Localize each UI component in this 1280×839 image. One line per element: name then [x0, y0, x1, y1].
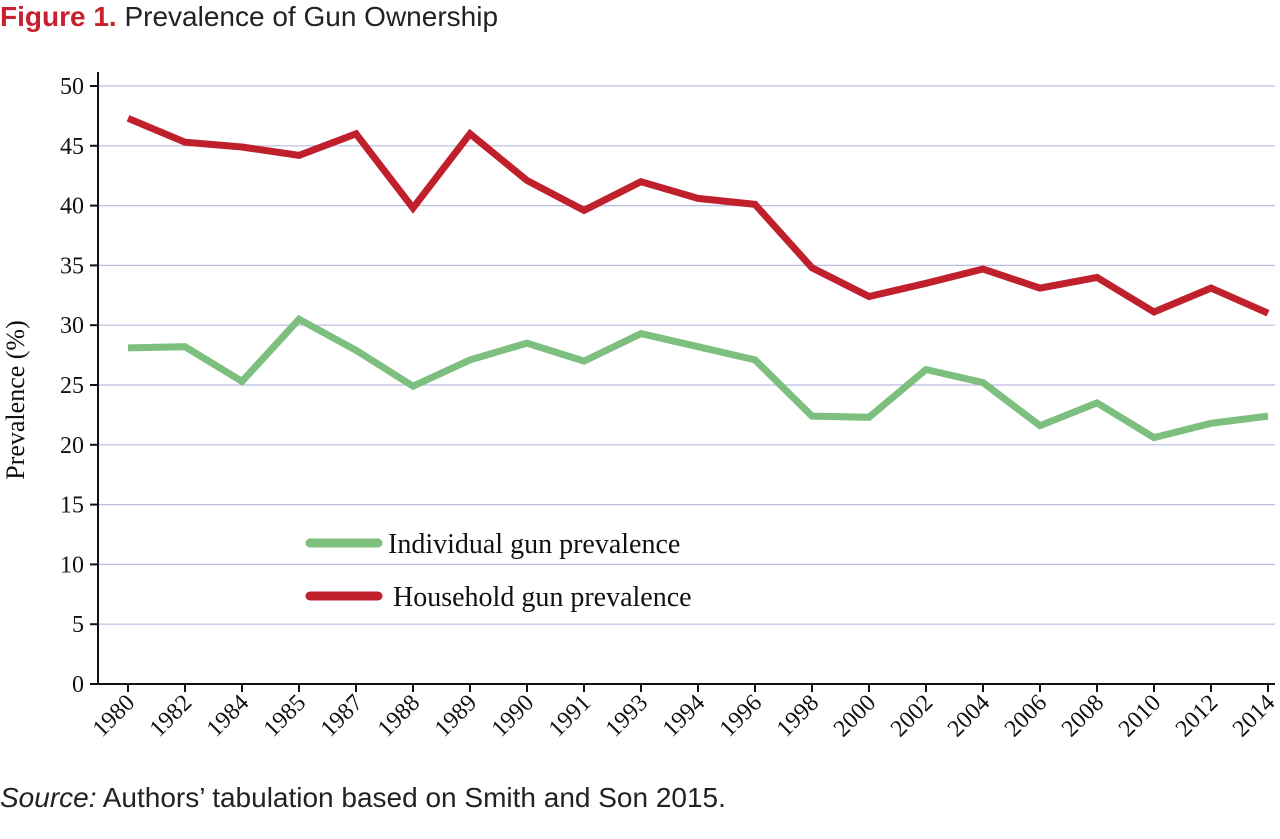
y-tick-label: 10: [60, 552, 84, 578]
y-tick-label: 25: [60, 373, 84, 399]
axes: [97, 72, 1275, 685]
x-tick-label: 1996: [715, 690, 767, 742]
x-tick-label: 2008: [1057, 690, 1109, 742]
x-tick-label: 2000: [829, 690, 881, 742]
x-tick-label: 2014: [1228, 690, 1280, 742]
series-line-household: [126, 115, 1270, 317]
series-lines: [126, 115, 1270, 442]
x-tick-label: 1994: [658, 690, 710, 742]
x-tick-label: 2012: [1171, 690, 1223, 742]
y-tick-label: 15: [60, 493, 84, 519]
x-tick-label: 1982: [145, 690, 197, 742]
x-tick-label: 2010: [1114, 690, 1166, 742]
gridlines: [98, 85, 1275, 625]
y-tick-label: 0: [72, 672, 84, 698]
x-tick-label: 1985: [259, 690, 311, 742]
legend-label: Household gun prevalence: [393, 582, 692, 613]
legend-label: Individual gun prevalence: [388, 529, 680, 560]
x-tick-label: 2004: [943, 690, 995, 742]
y-tick-label: 35: [60, 253, 84, 279]
y-axis-ticks: 0 5 10 15 20 25 30 35 40 45 50: [60, 74, 98, 698]
y-tick-label: 20: [60, 433, 84, 459]
x-tick-label: 1989: [430, 690, 482, 742]
x-tick-label: 1990: [487, 690, 539, 742]
y-tick-label: 50: [60, 74, 84, 100]
source-label: Source:: [0, 782, 97, 813]
source-text: Authors’ tabulation based on Smith and S…: [102, 782, 726, 813]
source-note: Source: Authors’ tabulation based on Smi…: [0, 780, 726, 816]
x-tick-label: 1987: [316, 690, 368, 742]
y-tick-label: 40: [60, 194, 84, 220]
figure-title: Figure 1. Prevalence of Gun Ownership: [0, 0, 498, 34]
x-tick-label: 1980: [88, 690, 140, 742]
y-tick-label: 30: [60, 313, 84, 339]
x-tick-label: 1998: [772, 690, 824, 742]
y-tick-label: 45: [60, 134, 84, 160]
y-axis-title: Prevalence (%): [1, 320, 30, 480]
series-line-individual: [127, 314, 1269, 442]
x-tick-label: 1991: [544, 690, 596, 742]
x-tick-label: 2002: [886, 690, 938, 742]
x-tick-label: 1984: [202, 690, 254, 742]
x-tick-label: 1988: [373, 690, 425, 742]
figure-label: Figure 1.: [0, 1, 117, 32]
x-tick-label: 1993: [601, 690, 653, 742]
figure-title-text: Prevalence of Gun Ownership: [124, 1, 499, 32]
legend: Individual gun prevalence Household gun p…: [305, 529, 692, 613]
x-axis-ticks: 1980 1982 1984 1985 1987 1988 1989 1990 1991 1993…: [88, 684, 1280, 742]
y-tick-label: 5: [72, 612, 84, 638]
x-tick-label: 2006: [1000, 690, 1052, 742]
